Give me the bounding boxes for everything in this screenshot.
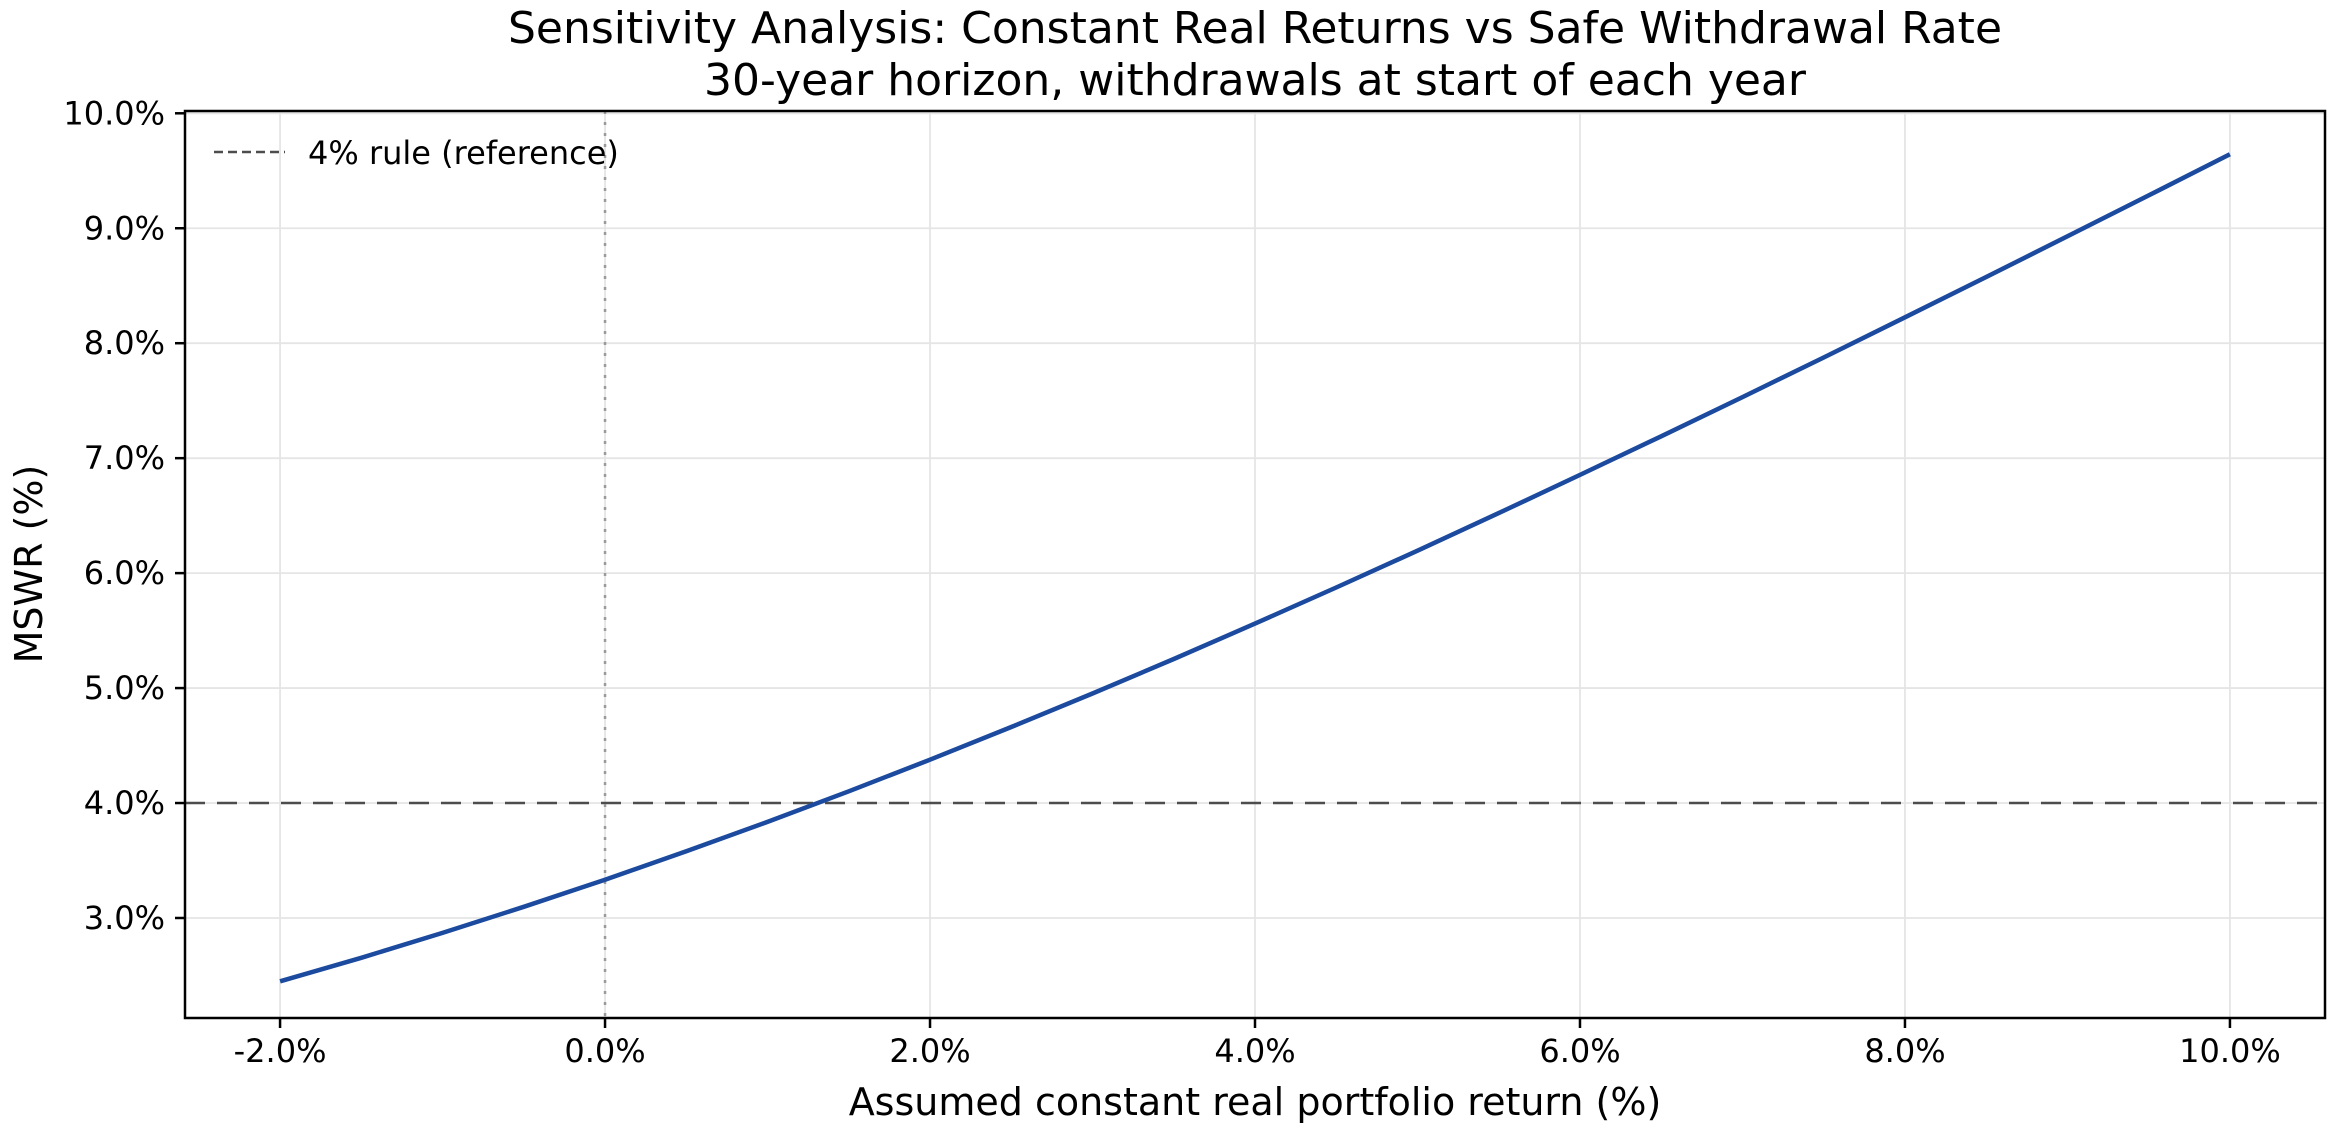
y-tick-label: 4.0% (84, 784, 165, 822)
title-block: Sensitivity Analysis: Constant Real Retu… (185, 3, 2325, 107)
x-tick-label: 0.0% (564, 1032, 645, 1070)
x-tick-label: 2.0% (889, 1032, 970, 1070)
y-tick-label: 7.0% (84, 439, 165, 477)
x-tick-label: 6.0% (1539, 1032, 1620, 1070)
y-axis-label: MSWR (%) (7, 465, 51, 664)
x-tick-label: -2.0% (234, 1032, 327, 1070)
y-tick-label: 5.0% (84, 669, 165, 707)
y-tick-label: 8.0% (84, 324, 165, 362)
y-tick-label: 3.0% (84, 899, 165, 937)
chart-title: Sensitivity Analysis: Constant Real Retu… (507, 3, 2003, 54)
x-tick-label: 10.0% (2179, 1032, 2281, 1070)
x-tick-label: 4.0% (1214, 1032, 1295, 1070)
chart-subtitle: 30-year horizon, withdrawals at start of… (704, 55, 1806, 106)
y-tick-label: 10.0% (63, 94, 165, 132)
y-tick-label: 6.0% (84, 554, 165, 592)
y-tick-label: 9.0% (84, 209, 165, 247)
x-tick-label: 8.0% (1864, 1032, 1945, 1070)
series-line-mswr (279, 152, 2231, 984)
x-axis-label: Assumed constant real portfolio return (… (849, 1080, 1662, 1124)
legend-label: 4% rule (reference) (308, 134, 619, 172)
